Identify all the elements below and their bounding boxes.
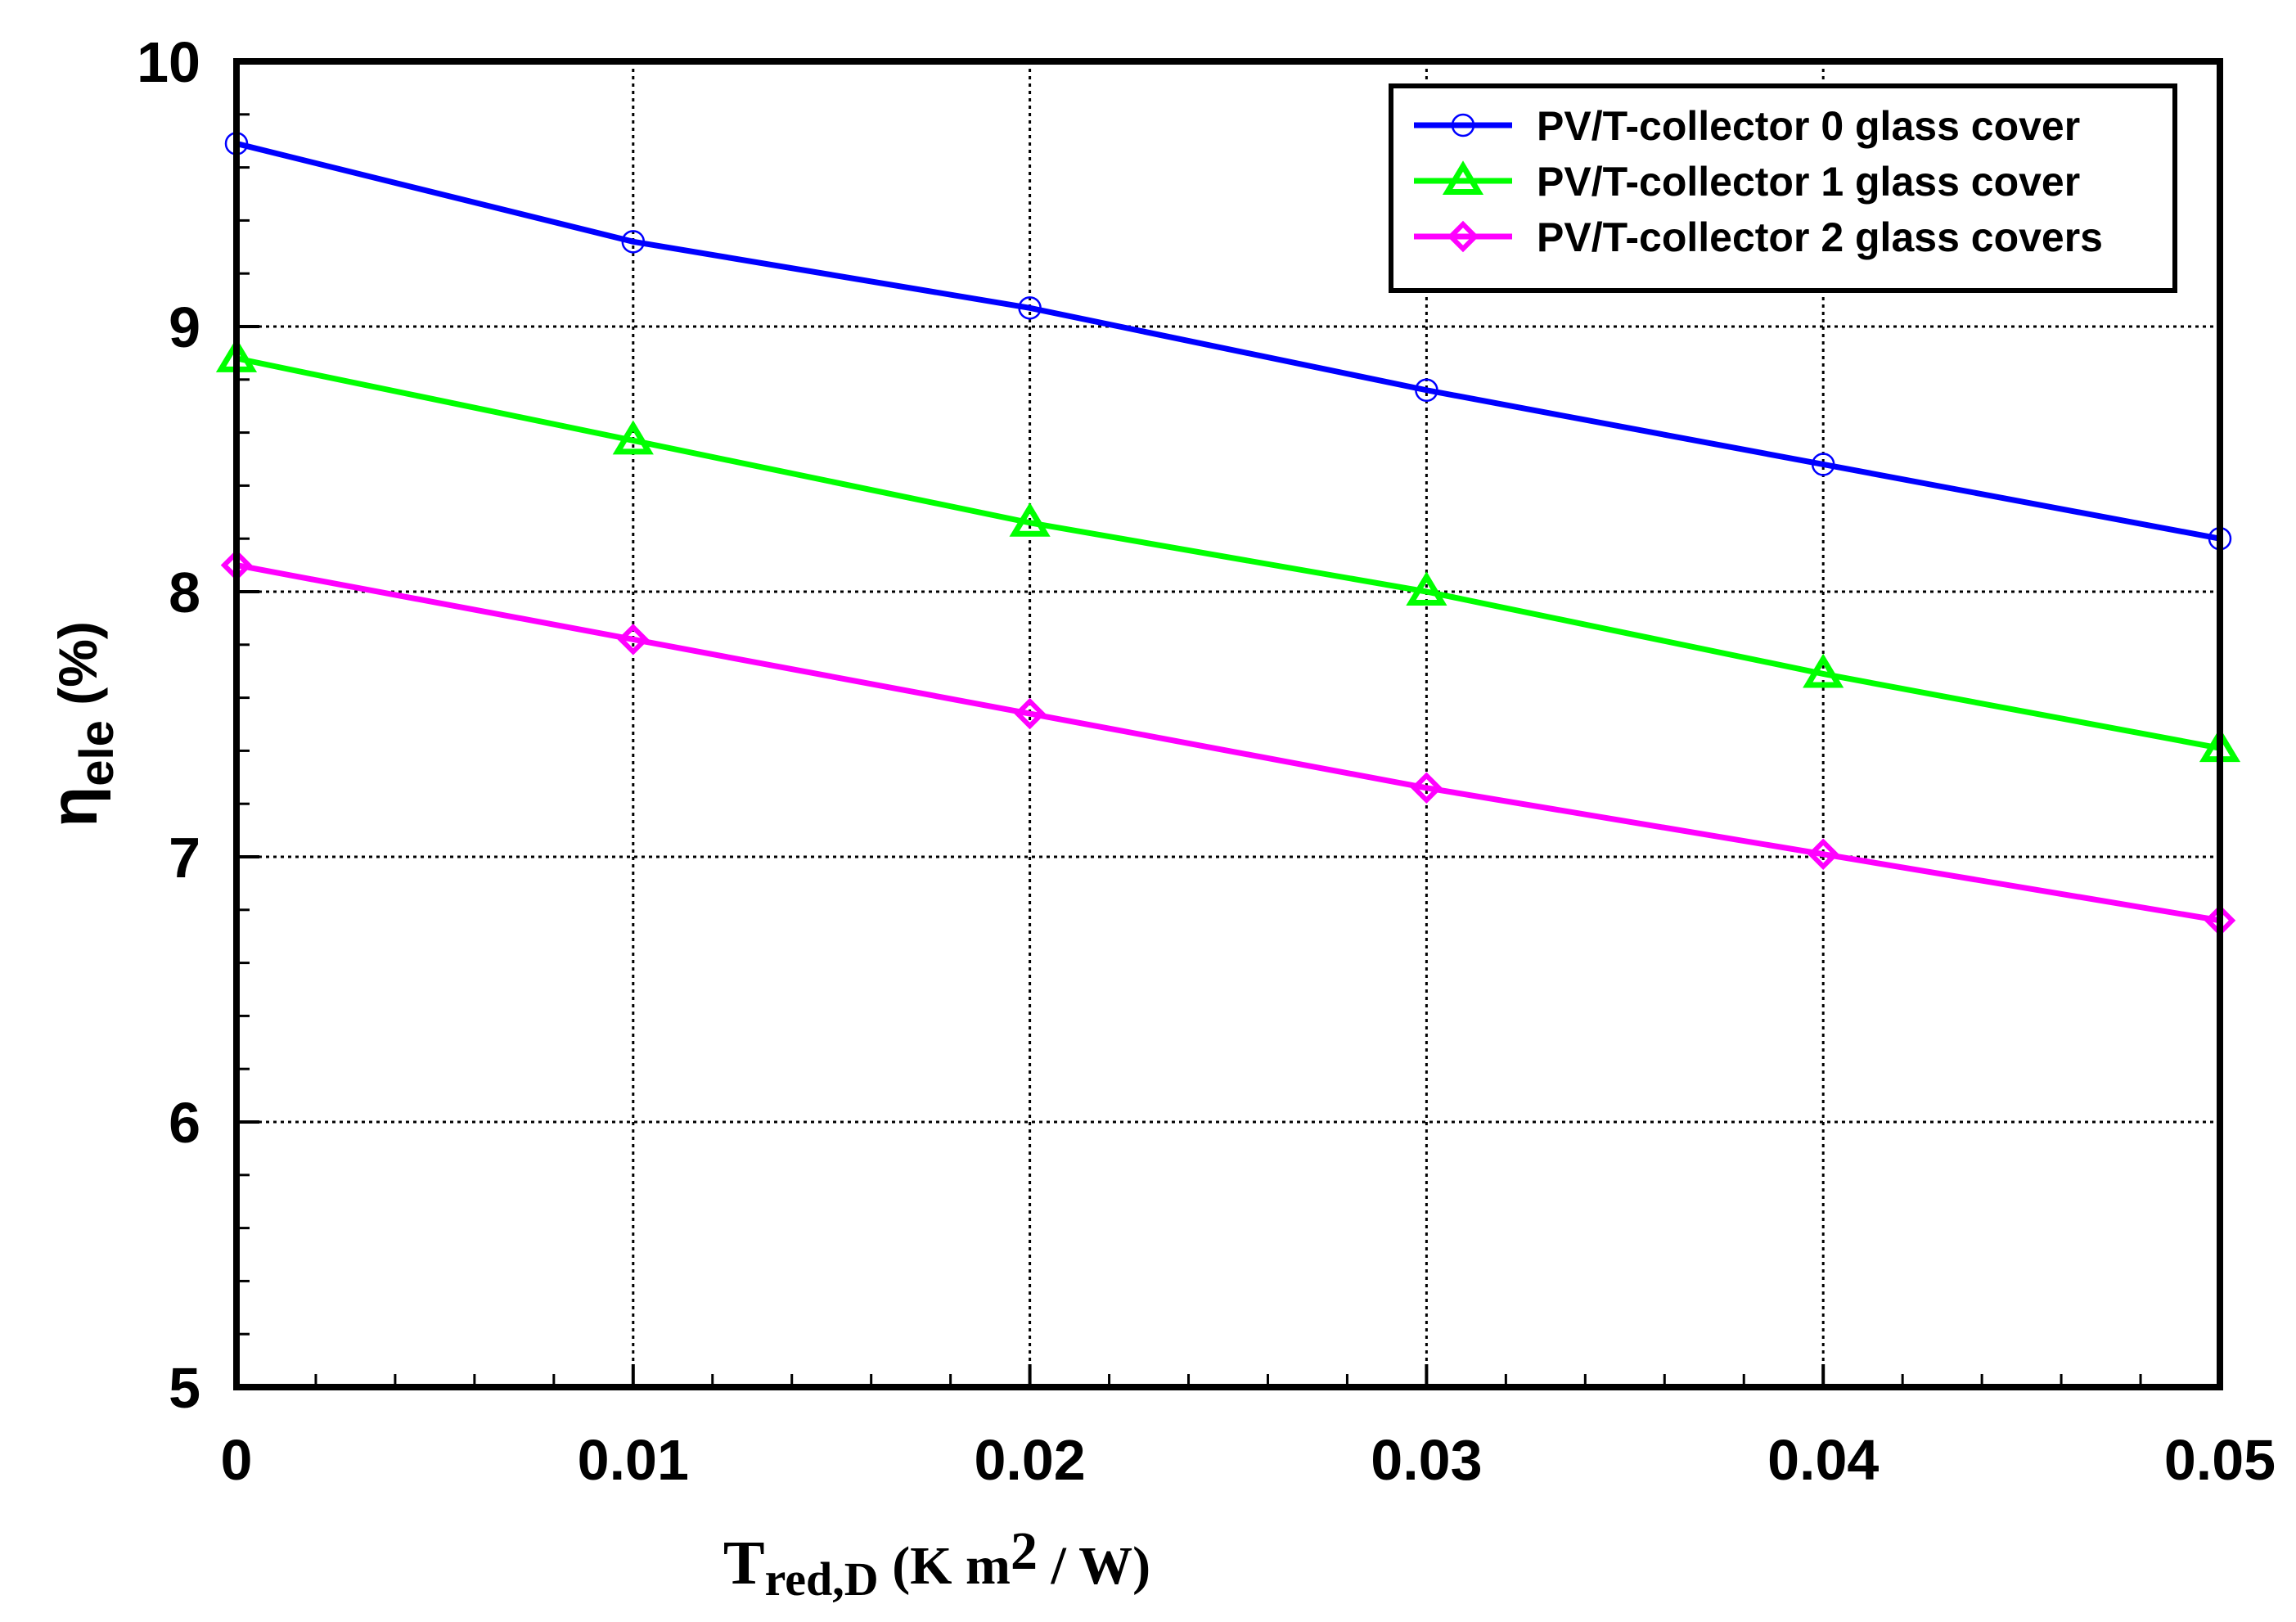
- data-point: [1014, 697, 1046, 730]
- legend-box: [1389, 83, 2177, 293]
- legend: PV/T-collector 0 glass cover PV/T-collect…: [1389, 83, 2177, 293]
- data-point: [1803, 653, 1844, 688]
- series-2: [220, 549, 2236, 937]
- data-point: [617, 624, 650, 656]
- marker-dot: [1821, 462, 1826, 466]
- x-tick-label: 0: [221, 1428, 253, 1492]
- marker-dot: [1424, 388, 1429, 393]
- plot-frame: [233, 58, 2223, 1390]
- x-axis-title-units-post: / W): [1038, 1536, 1150, 1596]
- series-1: [215, 338, 2241, 763]
- data-point: [1009, 502, 1051, 537]
- plot-frame-layer: [233, 58, 2223, 1390]
- y-axis-title-main: η: [37, 786, 111, 827]
- series-line: [236, 562, 2221, 924]
- y-tick-label: 7: [169, 826, 200, 890]
- x-tick-label: 0.01: [578, 1428, 689, 1492]
- marker-ring: [621, 230, 646, 254]
- legend-label: PV/T-collector 0 glass cover: [1537, 103, 2080, 149]
- series-line: [236, 141, 2221, 542]
- legend-item-2: PV/T-collector 2 glass covers: [1414, 214, 2103, 260]
- marker-ring: [1018, 296, 1042, 320]
- x-axis-title: Tred,D (K m2 / W): [723, 1521, 1150, 1606]
- marker-ring: [1451, 113, 1475, 137]
- x-tick-label: 0.02: [974, 1428, 1085, 1492]
- y-tick-label: 10: [137, 30, 200, 94]
- y-axis-title-units: (%): [47, 621, 108, 720]
- y-tick-label: 5: [169, 1356, 200, 1420]
- legend-swatch-marker: [1451, 113, 1475, 137]
- marker-ring: [1811, 453, 1835, 476]
- data-point: [1811, 453, 1835, 476]
- data-point: [621, 230, 646, 254]
- x-tick-label: 0.04: [1767, 1428, 1879, 1492]
- legend-label: PV/T-collector 1 glass cover: [1537, 159, 2080, 205]
- legend-item-0: PV/T-collector 0 glass cover: [1414, 103, 2080, 149]
- y-tick-label: 8: [169, 561, 200, 624]
- legend-swatch-marker: [1442, 160, 1484, 195]
- legend-item-1: PV/T-collector 1 glass cover: [1414, 159, 2080, 205]
- x-axis-title-units-pre: (K m: [879, 1536, 1011, 1596]
- y-axis-title: ηele (%): [37, 621, 124, 827]
- x-tick-label: 0.03: [1371, 1428, 1482, 1492]
- y-tick-label: 6: [169, 1091, 200, 1155]
- tick-label-layer: 0 0.01 0.02 0.03 0.04 0.05 5 6 7 8 9 10: [137, 30, 2276, 1492]
- data-point: [1018, 296, 1042, 320]
- y-axis-title-sub: ele: [70, 720, 124, 786]
- x-tick-label: 0.05: [2164, 1428, 2276, 1492]
- x-axis-title-main: T: [723, 1529, 765, 1597]
- marker-dot: [631, 239, 636, 244]
- legend-label: PV/T-collector 2 glass covers: [1537, 214, 2103, 260]
- data-point: [1807, 838, 1839, 871]
- marker-dot: [1028, 305, 1033, 310]
- x-axis-title-sup: 2: [1011, 1521, 1038, 1581]
- y-tick-label: 9: [169, 295, 200, 359]
- data-point: [1411, 772, 1443, 804]
- data-point: [1406, 571, 1447, 606]
- data-point: [612, 420, 654, 455]
- marker-ring: [1415, 378, 1438, 403]
- series-line: [236, 355, 2221, 751]
- legend-swatch-marker: [1447, 220, 1479, 253]
- marker-dot: [1461, 123, 1465, 128]
- data-point: [1415, 378, 1438, 403]
- x-axis-title-sub: red,D: [765, 1552, 879, 1606]
